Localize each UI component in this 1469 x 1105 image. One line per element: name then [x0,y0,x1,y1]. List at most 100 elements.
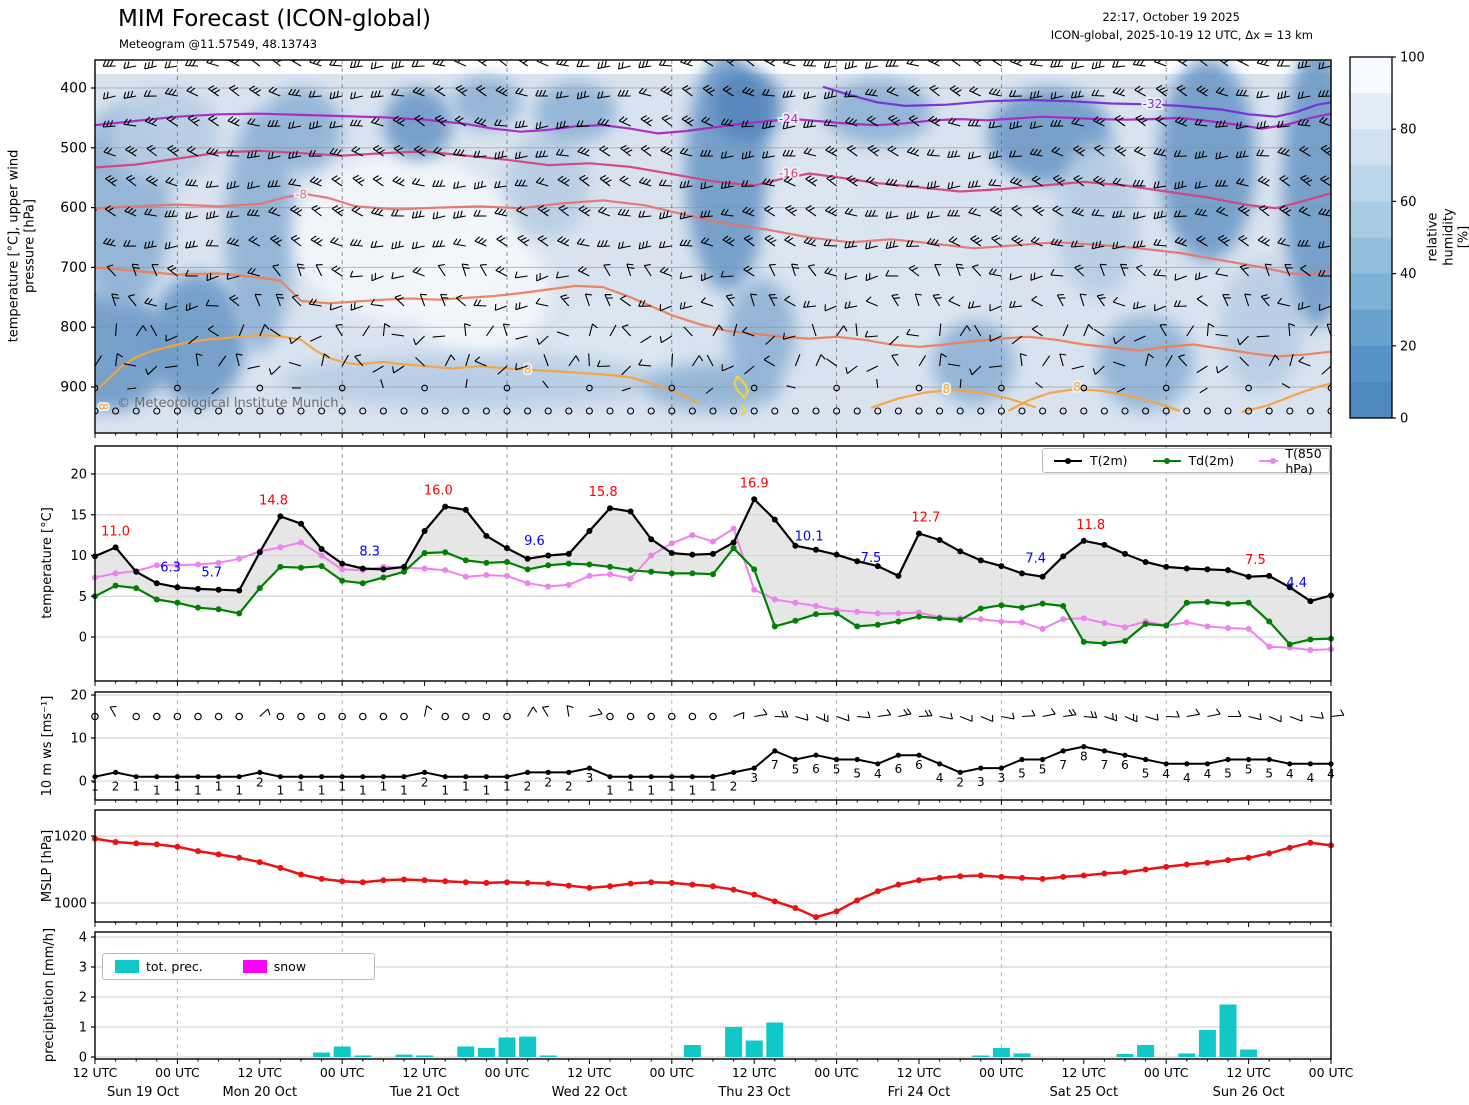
upper-air-ylabel: temperature [°C], upper wind pressure [h… [6,149,37,343]
svg-text:2: 2 [956,775,964,789]
time-tick-label: 12 UTC [73,1065,118,1080]
svg-text:4: 4 [79,931,87,946]
legend-label-snow: snow [273,959,307,974]
svg-text:4: 4 [936,771,944,785]
time-tick-label: 12 UTC [732,1065,777,1080]
axes: 4005006007008009000510152001020100010200… [54,59,1332,1066]
wind-ylabel: 10 m ws [ms⁻¹] [40,695,56,797]
svg-text:15.8: 15.8 [589,485,618,500]
svg-text:1: 1 [153,784,161,798]
time-tick-label: 12 UTC [237,1065,282,1080]
svg-text:15: 15 [70,508,87,523]
svg-text:1: 1 [132,780,140,794]
svg-text:20: 20 [70,468,87,483]
model-run-info: ICON-global, 2025-10-19 12 UTC, Δx = 13 … [1050,28,1313,42]
time-tick-label: 00 UTC [979,1065,1024,1080]
svg-text:5: 5 [1039,763,1047,777]
time-tick-label: 12 UTC [402,1065,447,1080]
svg-text:1: 1 [297,780,305,794]
day-label: Tue 21 Oct [389,1085,460,1100]
svg-text:1: 1 [235,784,243,798]
svg-text:6.3: 6.3 [160,561,181,576]
svg-text:1: 1 [483,784,491,798]
svg-text:1: 1 [380,780,388,794]
svg-text:5: 5 [1224,767,1232,781]
svg-text:5.7: 5.7 [201,566,222,581]
svg-text:4: 4 [1204,767,1212,781]
svg-text:16.0: 16.0 [424,484,453,499]
colorbar-label: relative humidity [%] [1425,208,1469,266]
svg-text:1: 1 [194,784,202,798]
calm-circles [95,378,1331,415]
upper-wind-barbs [95,60,1331,376]
svg-text:4: 4 [874,767,882,781]
time-axis-labels: 12 UTC 00 UTC 12 UTC 00 UTC 12 UTC 00 UTC 12 U… [73,1065,1354,1100]
legend-item-totprec: tot. prec. [115,959,203,974]
svg-text:80: 80 [1400,123,1417,138]
svg-text:3: 3 [998,771,1006,785]
svg-text:5: 5 [1245,763,1253,777]
svg-text:4: 4 [1183,771,1191,785]
svg-text:0: 0 [79,631,87,646]
svg-text:400: 400 [60,81,87,97]
svg-text:11.8: 11.8 [1076,518,1105,533]
svg-text:1: 1 [277,784,285,798]
legend-item-t850: T(850 hPa) [1258,446,1331,476]
svg-text:14.8: 14.8 [259,493,288,508]
legend-label-td2m: Td(2m) [1188,453,1234,468]
svg-text:10: 10 [70,549,87,564]
svg-text:9.6: 9.6 [524,534,545,549]
legend-label-t850: T(850 hPa) [1285,445,1322,476]
page-subtitle: Meteogram @11.57549, 48.13743 [119,37,318,51]
legend-label-t2m: T(2m) [1090,453,1128,468]
legend-label-totprec: tot. prec. [146,959,203,974]
wind-panel [91,694,1345,782]
svg-text:4.4: 4.4 [1286,576,1307,591]
time-tick-label: 00 UTC [1309,1065,1354,1080]
svg-text:500: 500 [60,140,87,156]
svg-text:8.3: 8.3 [359,544,380,559]
svg-text:7: 7 [771,758,779,772]
svg-text:2: 2 [730,779,738,793]
svg-text:2: 2 [79,991,87,1006]
svg-text:5: 5 [792,763,800,777]
totprec-swatch-icon [115,960,139,973]
svg-text:1: 1 [174,780,182,794]
svg-text:1: 1 [689,784,697,798]
day-label: Fri 24 Oct [888,1085,951,1100]
time-tick-label: 00 UTC [320,1065,365,1080]
time-tick-label: 00 UTC [155,1065,200,1080]
temperature-ylabel: temperature [°C] [40,507,56,619]
svg-text:7.5: 7.5 [1245,553,1266,568]
watermark: © Meteorological Institute Munich [117,396,339,411]
svg-text:7.5: 7.5 [861,551,882,566]
svg-text:-32: -32 [1143,97,1163,111]
legend-item-t2m: T(2m) [1053,453,1128,468]
svg-text:7: 7 [1101,758,1109,772]
day-label: Sat 25 Oct [1049,1085,1118,1100]
svg-text:3: 3 [586,771,594,785]
t850-line-marker-icon [1258,457,1279,464]
svg-text:1: 1 [400,784,408,798]
humidity-field [95,60,1331,433]
temperature-legend: T(2m) Td(2m) T(850 hPa) [1042,446,1331,476]
time-tick-label: 00 UTC [485,1065,530,1080]
legend-item-td2m: Td(2m) [1152,453,1234,468]
svg-text:1: 1 [709,780,717,794]
svg-text:0: 0 [1400,412,1408,427]
svg-text:-24: -24 [779,112,799,126]
svg-text:800: 800 [60,320,87,336]
svg-text:10.1: 10.1 [795,530,824,545]
td2m-line-marker-icon [1152,457,1181,464]
svg-text:1: 1 [79,1021,87,1036]
svg-text:6: 6 [1121,758,1129,772]
svg-text:4: 4 [1307,771,1315,785]
svg-text:20: 20 [70,689,87,704]
day-label: Thu 23 Oct [717,1085,790,1100]
svg-text:8: 8 [1080,750,1088,764]
svg-text:5: 5 [1018,767,1026,781]
day-label: Mon 20 Oct [222,1085,297,1100]
svg-text:900: 900 [60,380,87,396]
svg-text:2: 2 [256,775,264,789]
